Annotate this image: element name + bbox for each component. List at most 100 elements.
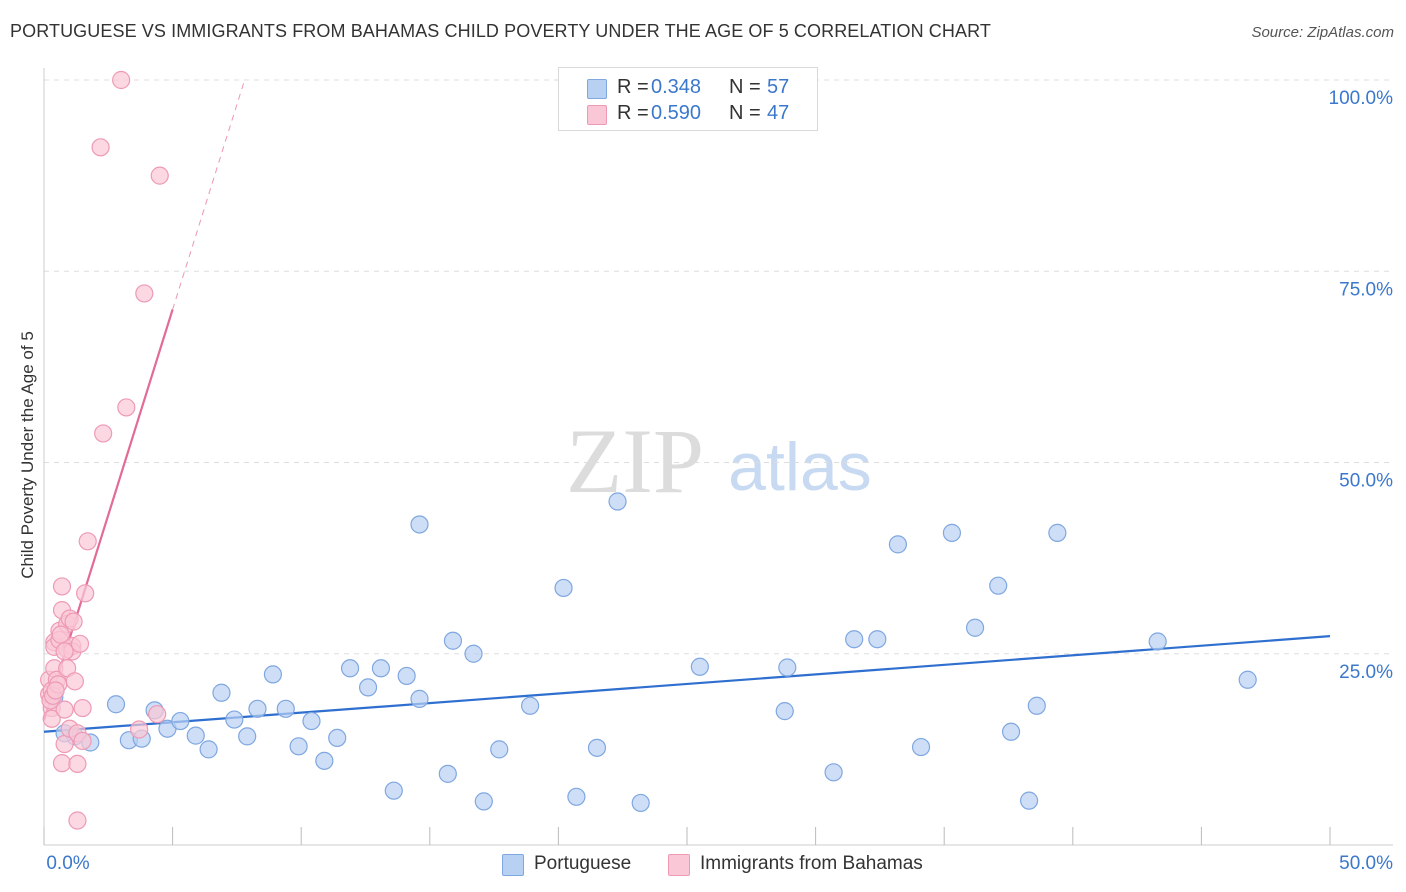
point-bahamas (52, 577, 72, 596)
point-bahamas (65, 672, 84, 691)
point-portuguese (438, 764, 457, 783)
point-portuguese (1048, 523, 1067, 542)
point-portuguese (567, 787, 586, 806)
point-portuguese (464, 644, 483, 663)
point-bahamas (68, 811, 87, 830)
bottom-legend-swatch-bahamas (668, 854, 690, 876)
point-portuguese (263, 665, 283, 684)
point-portuguese (410, 515, 429, 534)
legend-r-value-bahamas: 0.590 (651, 102, 702, 124)
point-portuguese (443, 631, 463, 650)
point-portuguese (521, 696, 540, 715)
point-portuguese (888, 535, 908, 554)
point-bahamas (42, 709, 61, 728)
point-bahamas (112, 70, 131, 90)
point-bahamas (78, 532, 97, 551)
point-bahamas (55, 642, 74, 661)
point-bahamas (73, 698, 92, 718)
point-portuguese (911, 737, 931, 757)
point-bahamas (94, 424, 113, 443)
y-tick-label: 25.0% (1339, 662, 1393, 683)
point-bahamas (130, 720, 149, 739)
point-portuguese (845, 630, 864, 649)
point-portuguese (778, 658, 797, 677)
point-portuguese (474, 792, 493, 811)
legend-r-value-portuguese: 0.348 (651, 76, 702, 98)
point-portuguese (106, 695, 126, 714)
point-bahamas (52, 754, 72, 773)
legend-swatch-bahamas (587, 105, 607, 125)
x-tick-label-max: 50.0% (1339, 853, 1393, 874)
point-portuguese (1001, 722, 1021, 741)
legend-n-value-bahamas: 47 (767, 102, 790, 124)
watermark-atlas: atlas (728, 429, 872, 505)
point-portuguese (186, 726, 205, 745)
point-bahamas (135, 284, 154, 303)
point-bahamas (55, 700, 74, 719)
point-portuguese (868, 630, 887, 649)
point-portuguese (397, 666, 416, 686)
legend-r-label: R = (617, 76, 649, 98)
chart-title: PORTUGUESE VS IMMIGRANTS FROM BAHAMAS CH… (10, 21, 991, 41)
point-portuguese (340, 659, 360, 678)
point-bahamas (68, 754, 87, 774)
point-portuguese (276, 699, 295, 718)
point-portuguese (238, 727, 257, 746)
point-bahamas (150, 166, 169, 185)
y-tick-label: 50.0% (1339, 471, 1393, 492)
point-portuguese (608, 492, 627, 511)
point-portuguese (248, 699, 267, 718)
point-portuguese (225, 710, 244, 729)
point-portuguese (775, 702, 794, 721)
point-portuguese (358, 678, 378, 697)
bottom-legend-label-portuguese: Portuguese (534, 853, 632, 874)
point-bahamas (117, 398, 136, 417)
point-bahamas (64, 612, 83, 631)
point-bahamas (46, 681, 65, 700)
legend-n-label: N = (729, 76, 761, 98)
point-portuguese (315, 751, 334, 770)
point-bahamas (148, 705, 167, 724)
point-portuguese (942, 523, 962, 542)
legend-swatch-portuguese (587, 79, 607, 99)
point-portuguese (371, 659, 391, 678)
point-portuguese (302, 711, 321, 731)
y-tick-label: 75.0% (1339, 279, 1393, 300)
point-portuguese (554, 578, 573, 598)
legend-r-label: R = (617, 102, 649, 124)
point-portuguese (289, 737, 308, 756)
point-bahamas (70, 634, 90, 653)
x-tick-label-min: 0.0% (46, 853, 89, 874)
watermark-zip: ZIP (566, 410, 704, 512)
point-portuguese (1238, 670, 1257, 689)
legend-box: R = 0.348 N = 57 R = 0.590 N = 47 (558, 67, 818, 131)
bottom-legend-swatch-portuguese (502, 854, 524, 876)
point-portuguese (1027, 696, 1046, 715)
point-bahamas (51, 625, 70, 644)
point-portuguese (824, 763, 843, 782)
source-label: Source: ZipAtlas.com (1251, 24, 1394, 41)
point-portuguese (328, 728, 347, 748)
point-portuguese (410, 689, 429, 708)
trend-line-bahamas-extension (172, 79, 246, 310)
point-portuguese (690, 657, 709, 676)
y-tick-label: 100.0% (1329, 88, 1394, 109)
point-portuguese (490, 740, 509, 759)
point-bahamas (73, 731, 92, 751)
legend-n-label: N = (729, 102, 761, 124)
point-portuguese (384, 781, 403, 800)
point-bahamas (91, 138, 110, 157)
point-portuguese (587, 738, 607, 757)
point-portuguese (989, 576, 1008, 595)
bottom-legend-label-bahamas: Immigrants from Bahamas (700, 853, 923, 874)
point-portuguese (212, 683, 231, 702)
point-portuguese (1148, 632, 1167, 651)
legend-n-value-portuguese: 57 (767, 76, 790, 98)
point-portuguese (1019, 791, 1039, 810)
point-portuguese (199, 740, 218, 759)
point-portuguese (965, 618, 985, 637)
point-portuguese (631, 793, 650, 813)
point-bahamas (76, 584, 95, 603)
point-portuguese (171, 711, 190, 731)
